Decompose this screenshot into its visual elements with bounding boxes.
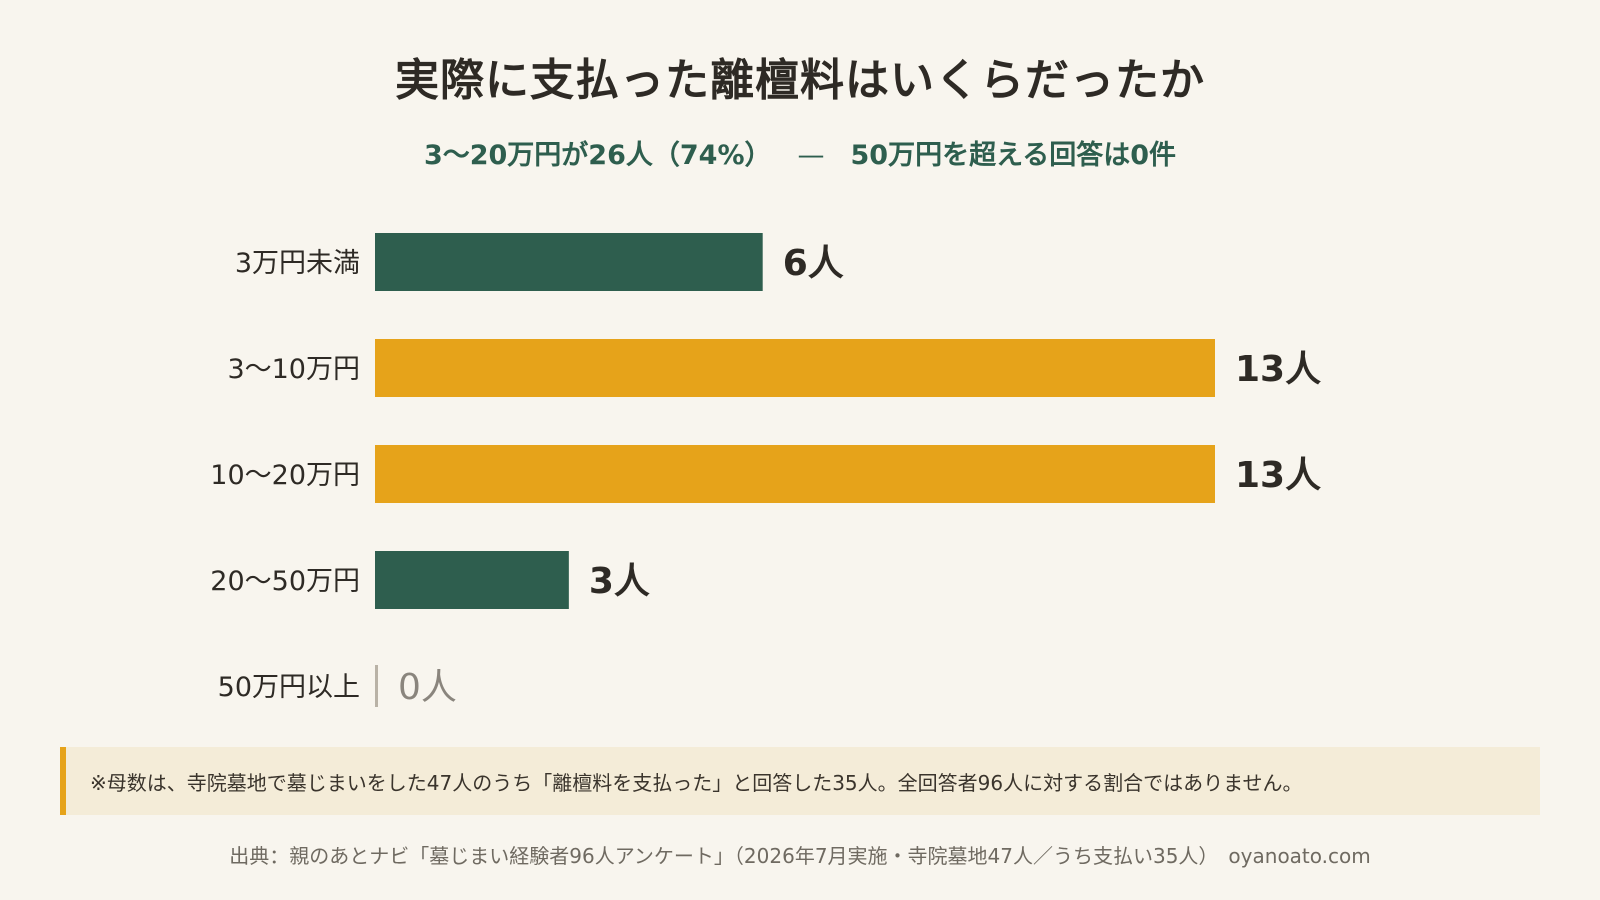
category-label: 50万円以上 (218, 672, 360, 703)
value-label: 13人 (1235, 455, 1321, 496)
category-label: 10〜20万円 (210, 460, 360, 491)
bar (375, 233, 763, 291)
source-credit: 出典：親のあとナビ「墓じまい経験者96人アンケート」（2026年7月実施・寺院墓… (229, 844, 1371, 868)
subtitle-separator: — (797, 140, 825, 171)
bar (375, 445, 1215, 503)
category-label: 3万円未満 (235, 248, 360, 279)
zero-bar-marker (375, 665, 378, 707)
category-label: 3〜10万円 (227, 354, 360, 385)
value-label: 13人 (1235, 349, 1321, 390)
value-label: 6人 (783, 243, 844, 284)
chart-title: 実際に支払った離檀料はいくらだったか (395, 55, 1205, 106)
footnote-text: ※母数は、寺院墓地で墓じまいをした47人のうち「離檀料を支払った」と回答した35… (90, 770, 1303, 795)
footnote-box: ※母数は、寺院墓地で墓じまいをした47人のうち「離檀料を支払った」と回答した35… (60, 747, 1540, 815)
value-label: 0人 (398, 667, 457, 708)
chart-subtitle: 3〜20万円が26人（74%） — 50万円を超える回答は0件 (0, 133, 1600, 172)
bar-chart: 3万円未満 6人 3〜10万円 13人 10〜20万円 13人 20〜50万円 3人 50万円以… (210, 233, 1321, 708)
bar (375, 339, 1215, 397)
category-label: 20〜50万円 (210, 566, 360, 597)
bar (375, 551, 569, 609)
subtitle-right: 50万円を超える回答は0件 (850, 140, 1177, 171)
subtitle-left: 3〜20万円が26人（74%） (423, 140, 772, 171)
value-label: 3人 (589, 561, 650, 602)
